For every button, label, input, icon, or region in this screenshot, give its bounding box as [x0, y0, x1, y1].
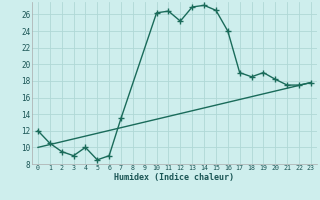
X-axis label: Humidex (Indice chaleur): Humidex (Indice chaleur) [115, 173, 234, 182]
